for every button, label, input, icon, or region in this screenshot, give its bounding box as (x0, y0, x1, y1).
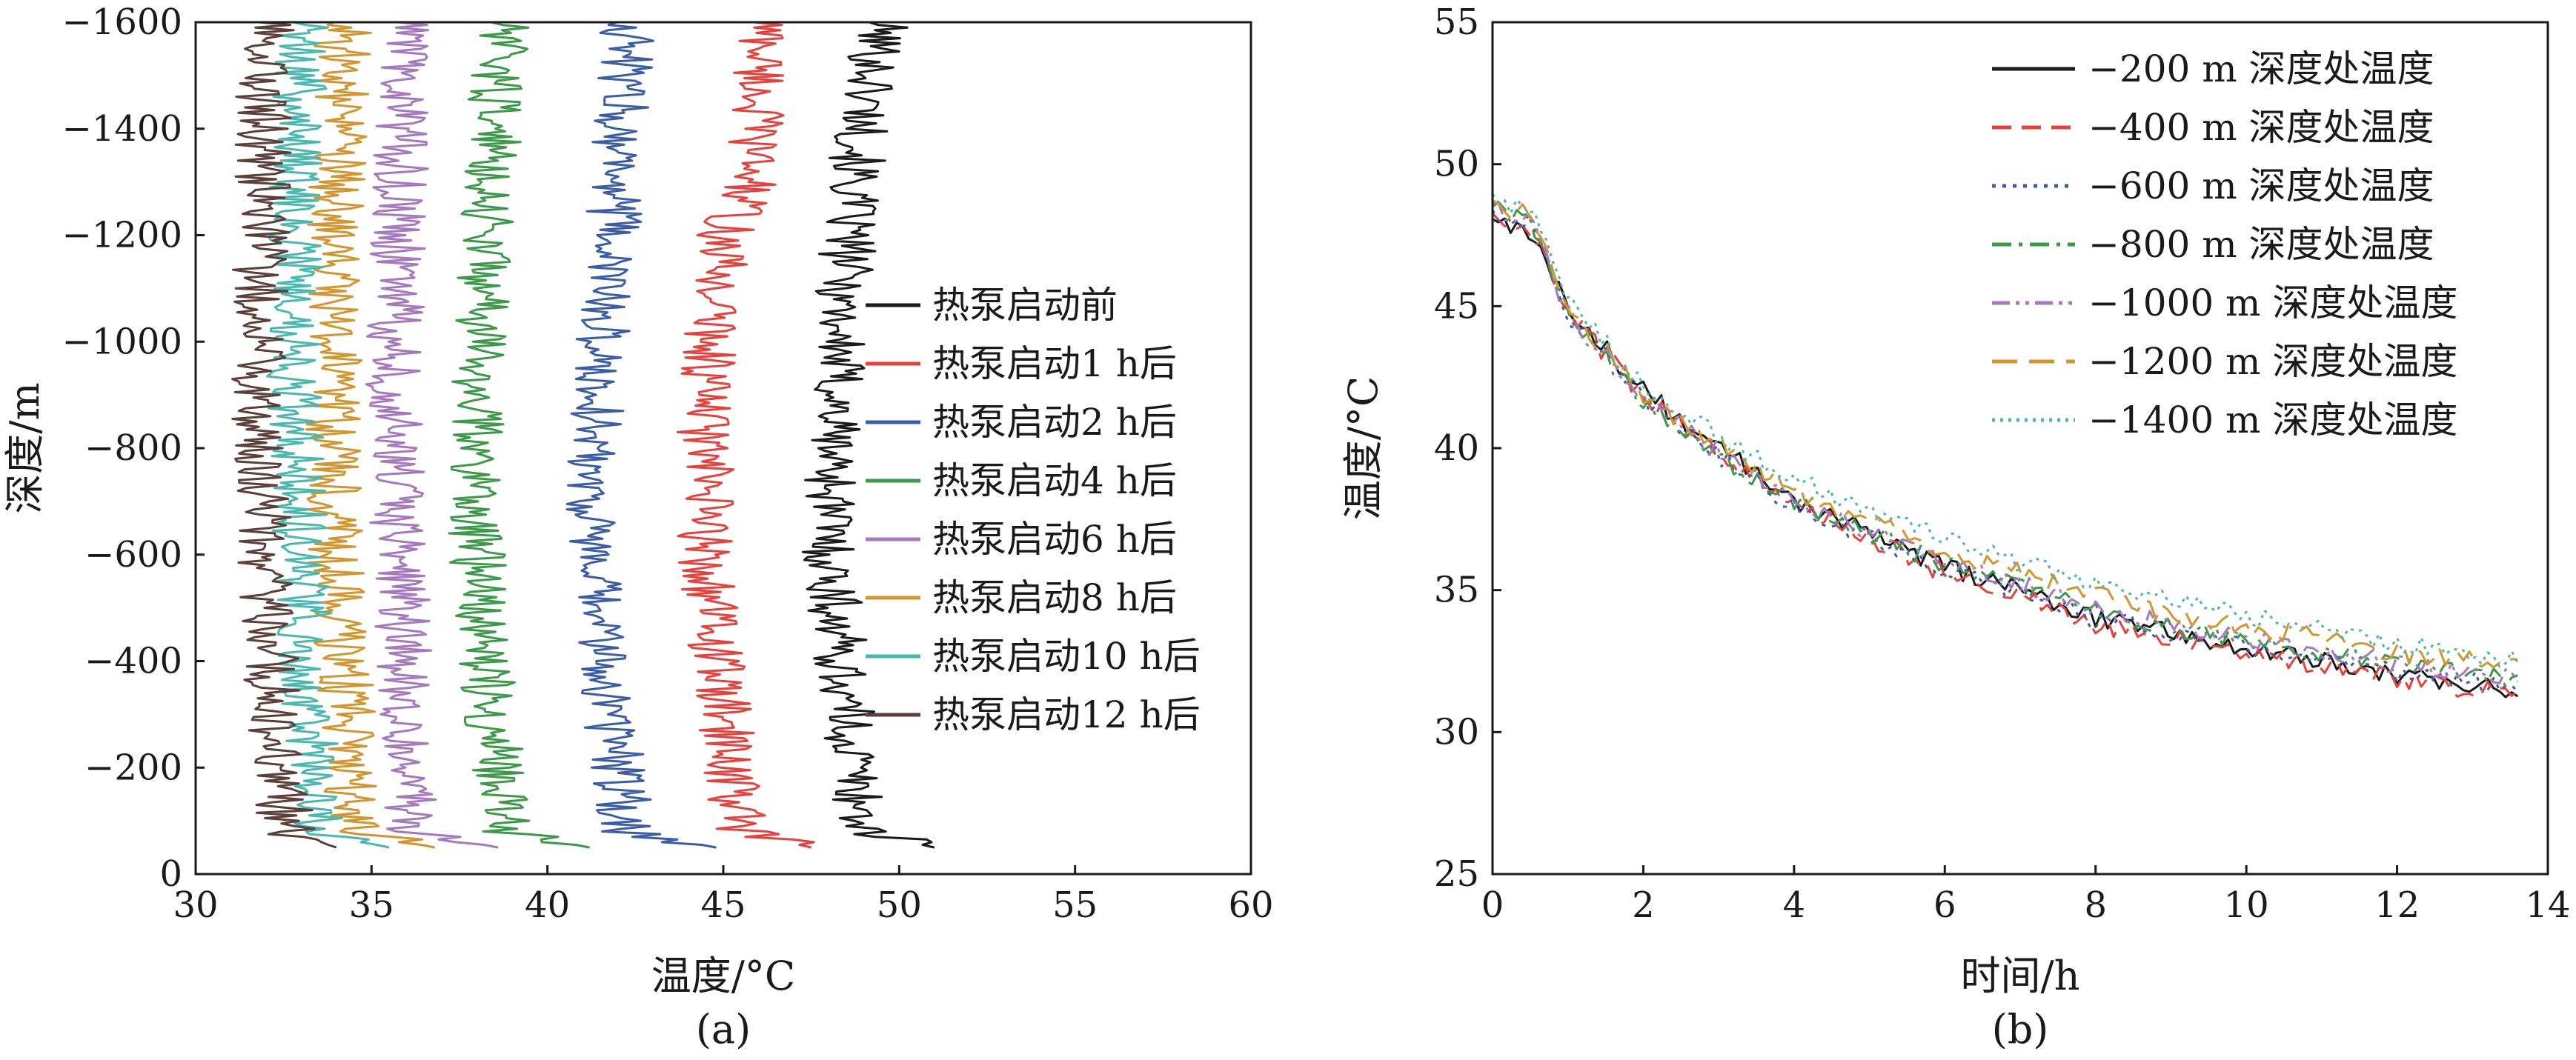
y-axis-title: 温度/°C (1340, 376, 1387, 521)
x-tick-label: 2 (1632, 884, 1655, 926)
x-tick-label: 50 (877, 884, 922, 926)
legend-label: −1000 m 深度处温度 (2088, 281, 2457, 324)
legend-label: 热泵启动6 h后 (932, 518, 1177, 561)
y-tick-label: 25 (1434, 853, 1479, 895)
x-axis-ticks: 0 2 4 6 8 10 12 14 (1481, 865, 2571, 926)
y-tick-label: −800 (84, 427, 182, 469)
series-line (1491, 209, 2519, 693)
series-line (448, 21, 590, 849)
legend-label: 热泵启动10 h后 (932, 635, 1201, 678)
y-tick-label: −400 (84, 641, 182, 682)
x-tick-label: 45 (700, 884, 746, 926)
y-tick-label: 45 (1434, 285, 1479, 327)
y-axis-ticks: 55 50 45 40 35 30 25 (1434, 1, 1501, 895)
x-tick-label: 60 (1228, 884, 1273, 926)
series-line (1492, 201, 2518, 687)
legend: −200 m 深度处温度 −400 m 深度处温度 −600 m 深度处温度 −800… (1992, 47, 2457, 441)
y-tick-label: 35 (1434, 570, 1479, 611)
x-tick-label: 0 (1481, 884, 1504, 926)
x-tick-label: 40 (525, 884, 570, 926)
x-tick-label: 30 (173, 884, 218, 926)
legend-label: −1200 m 深度处温度 (2088, 340, 2457, 383)
series-line (801, 21, 935, 849)
y-tick-label: −1000 (62, 321, 182, 362)
legend-label: 热泵启动4 h后 (932, 459, 1177, 502)
x-tick-label: 4 (1783, 884, 1806, 926)
y-axis-ticks: −1600 −1400 −1200 −1000 −800 −600 −400 −200 0 (62, 1, 205, 895)
legend-label: −800 m 深度处温度 (2088, 223, 2434, 266)
series-line (1492, 201, 2519, 684)
y-tick-label: −1200 (62, 215, 182, 256)
panel-label: (a) (696, 1006, 751, 1053)
plot-area-frame (1491, 21, 2549, 876)
x-tick-label: 35 (349, 884, 394, 926)
series-line (1491, 193, 2519, 668)
legend-label: −600 m 深度处温度 (2088, 164, 2434, 207)
series-line (676, 21, 815, 849)
y-tick-label: −1600 (62, 1, 182, 43)
legend-label: 热泵启动2 h后 (932, 401, 1177, 444)
legend-label: 热泵启动1 h后 (932, 342, 1177, 385)
legend-label: −1400 m 深度处温度 (2088, 399, 2457, 441)
x-tick-label: 6 (1933, 884, 1956, 926)
series-line (1491, 212, 2519, 699)
y-tick-label: 0 (159, 853, 182, 895)
x-tick-label: 14 (2525, 884, 2570, 926)
y-axis-title: 深度/m (1, 382, 48, 513)
series-line (305, 21, 436, 849)
y-tick-label: 50 (1434, 144, 1479, 185)
y-tick-label: −1400 (62, 108, 182, 150)
series-line (231, 21, 337, 849)
legend-label: 热泵启动前 (932, 284, 1118, 327)
y-tick-label: 40 (1434, 427, 1479, 469)
y-tick-label: −600 (84, 534, 182, 576)
x-tick-label: 10 (2224, 884, 2269, 926)
x-tick-label: 12 (2374, 884, 2420, 926)
x-axis-ticks: 30 35 40 45 50 55 60 (173, 865, 1274, 926)
series-line (266, 21, 390, 849)
y-tick-label: 55 (1434, 1, 1479, 43)
x-tick-label: 8 (2084, 884, 2107, 926)
legend-label: 热泵启动8 h后 (932, 576, 1177, 619)
y-tick-label: 30 (1434, 711, 1479, 753)
legend-label: −400 m 深度处温度 (2088, 106, 2434, 149)
panel-label: (b) (1992, 1006, 2049, 1053)
chart-panel-a: 30 35 40 45 50 55 60 −1600−1400−1200−1000−800−… (1, 1, 1274, 1053)
legend-label: −200 m 深度处温度 (2088, 47, 2434, 90)
series-group (231, 21, 935, 849)
x-axis-title: 时间/h (1961, 953, 2080, 999)
series-line (365, 21, 499, 849)
series-line (565, 21, 717, 849)
series-group (1491, 193, 2519, 699)
y-tick-label: −200 (84, 747, 182, 788)
x-tick-label: 55 (1052, 884, 1098, 926)
x-axis-title: 温度/°C (651, 953, 796, 999)
legend-label: 热泵启动12 h后 (932, 693, 1201, 736)
chart-panel-b: 0 2 4 6 8 10 12 14 55 50 45 40 35 30 25 时间/h 温度/°C (b… (1340, 1, 2571, 1053)
